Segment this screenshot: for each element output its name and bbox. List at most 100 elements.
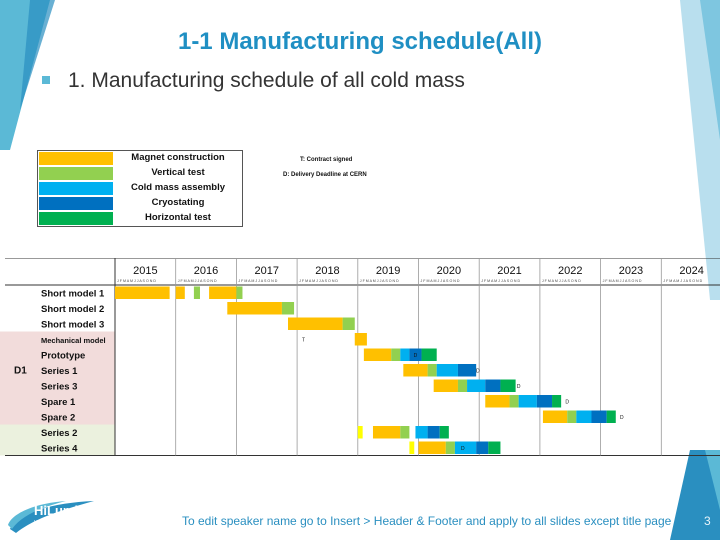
row-label: Short model 2	[41, 304, 104, 315]
legend-swatch	[39, 212, 113, 225]
gantt-bar	[567, 410, 577, 423]
legend-label: Cold mass assembly	[131, 182, 225, 193]
legend-swatch	[39, 152, 113, 165]
legend-label: Cryostating	[151, 197, 205, 208]
year-label: 2016	[194, 265, 218, 277]
legend-swatch	[39, 197, 113, 210]
gantt-bar	[606, 410, 616, 423]
hilumi-logo: HiLumi HL-LHC PROJECT	[8, 501, 94, 533]
year-label: 2022	[558, 265, 582, 277]
note-delivery-deadline: D: Delivery Deadline at CERN	[283, 172, 367, 178]
gantt-bar	[427, 426, 440, 439]
year-label: 2020	[437, 265, 461, 277]
legend-label: Magnet construction	[131, 152, 225, 163]
gantt-bar	[436, 364, 458, 377]
month-labels: J F M A M J J A S O N D	[299, 279, 338, 283]
row-label-background	[0, 424, 115, 440]
milestone-mark: D	[461, 446, 465, 452]
gantt-bar	[433, 379, 458, 392]
month-labels: J F M A M J J A S O N D	[542, 279, 581, 283]
row-label-background	[0, 393, 115, 409]
gantt-bar	[227, 302, 282, 315]
year-label: 2018	[315, 265, 339, 277]
row-label: Series 4	[41, 444, 78, 455]
legend-label: Vertical test	[151, 167, 205, 178]
year-label: 2021	[497, 265, 521, 277]
gantt-bar	[287, 317, 343, 330]
month-labels: J F M A M J J A S O N D	[663, 279, 702, 283]
gantt-bar	[357, 426, 363, 439]
legend-item: Cryostating	[38, 196, 242, 211]
gantt-bar	[421, 348, 437, 361]
gantt-bar	[467, 379, 486, 392]
gantt-bar	[236, 286, 243, 299]
gantt-bar	[427, 364, 437, 377]
legend-label: Horizontal test	[145, 212, 211, 223]
row-label-background	[0, 347, 115, 363]
row-label-background	[0, 362, 115, 378]
gantt-chart: 2015 J F M A M J J A S O N D 2016 J F M A M…	[0, 258, 720, 456]
milestone-mark: D	[476, 368, 480, 374]
year-label: 2019	[376, 265, 400, 277]
gantt-bar	[536, 395, 553, 408]
note-contract-signed: T: Contract signed	[300, 157, 353, 163]
row-label-background	[0, 331, 115, 347]
legend-item: Cold mass assembly	[38, 181, 242, 196]
gantt-bar	[400, 348, 410, 361]
gantt-bar	[542, 410, 568, 423]
legend: Magnet construction Vertical test Cold m…	[37, 150, 243, 227]
gantt-bar	[418, 441, 446, 454]
gantt-bar	[518, 395, 537, 408]
footer-text: To edit speaker name go to Insert > Head…	[182, 514, 672, 528]
gantt-bar	[457, 379, 468, 392]
month-labels: J F M A M J J A S O N D	[178, 279, 217, 283]
logo-text: HiLumi	[34, 503, 78, 518]
gantt-bar	[175, 286, 185, 299]
gantt-bar	[500, 379, 516, 392]
gantt-bar	[354, 333, 367, 346]
gantt-bar	[363, 348, 392, 361]
gantt-bar	[209, 286, 237, 299]
legend-item: Magnet construction	[38, 151, 242, 166]
gantt-bar	[485, 379, 501, 392]
month-labels: J F M A M J J A S O N D	[481, 279, 520, 283]
row-label: Spare 2	[41, 413, 75, 424]
gantt-bar	[485, 395, 510, 408]
gantt-bar	[409, 441, 415, 454]
month-labels: J F M A M J J A S O N D	[421, 279, 460, 283]
row-label: Short model 3	[41, 320, 104, 331]
group-label: D1	[14, 365, 27, 376]
row-label: Mechanical model	[41, 336, 106, 345]
page-number: 3	[704, 514, 711, 528]
decorative-stripe-right	[680, 0, 720, 300]
milestone-mark: T	[302, 337, 305, 343]
gantt-bar	[372, 426, 401, 439]
gantt-bar	[415, 426, 428, 439]
year-label: 2023	[619, 265, 643, 277]
gantt-bar	[509, 395, 519, 408]
row-label-background	[0, 300, 115, 316]
year-label: 2017	[255, 265, 279, 277]
gantt-bar	[454, 441, 477, 454]
decorative-stripe-bottom-right	[670, 450, 720, 540]
row-label-background	[0, 316, 115, 332]
milestone-mark: D	[414, 353, 418, 359]
subtitle: 1. Manufacturing schedule of all cold ma…	[68, 69, 465, 92]
logo-subtext: HL-LHC PROJECT	[34, 520, 77, 526]
row-label-background	[0, 409, 115, 425]
gantt-bar	[400, 426, 410, 439]
gantt-bar	[403, 364, 428, 377]
row-label: Spare 1	[41, 397, 76, 408]
year-label: 2024	[679, 265, 703, 277]
milestone-mark: D	[517, 384, 521, 390]
gantt-bar	[591, 410, 607, 423]
gantt-bar	[457, 364, 477, 377]
gantt-bar	[409, 348, 422, 361]
row-label: Short model 1	[41, 289, 105, 300]
month-labels: J F M A M J J A S O N D	[603, 279, 642, 283]
bullet-icon	[42, 76, 50, 84]
gantt-bar	[488, 441, 501, 454]
row-label: Series 3	[41, 382, 77, 393]
milestone-mark: D	[565, 399, 569, 405]
gantt-bar	[476, 441, 489, 454]
